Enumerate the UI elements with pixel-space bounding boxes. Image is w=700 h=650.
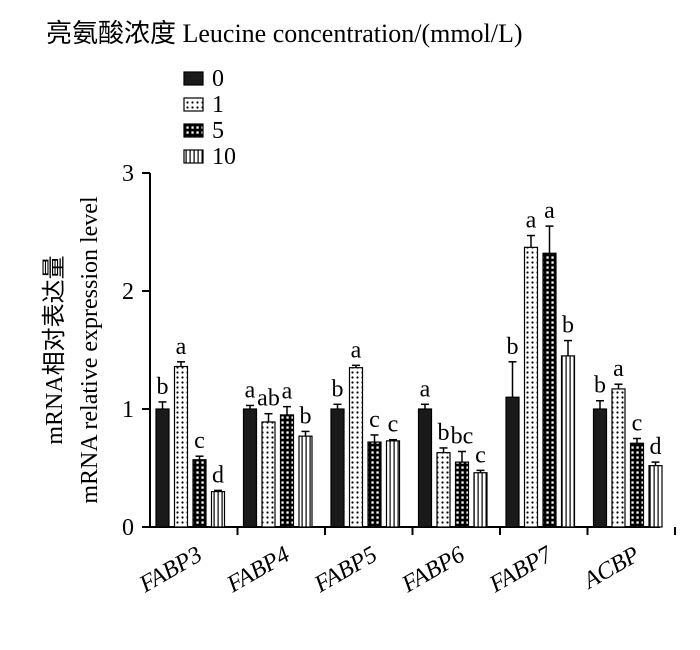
sig-letter-ACBP-5: c — [632, 411, 643, 437]
sig-letter-FABP3-10: d — [212, 462, 224, 488]
bar-ACBP-5 — [629, 442, 645, 528]
legend-swatch-0 — [183, 71, 204, 86]
bar-FABP6-0 — [417, 408, 433, 528]
bar-ACBP-0 — [592, 408, 608, 528]
bar-FABP6-1 — [436, 452, 451, 528]
y-axis-label-cn: mRNA相对表达量 — [41, 255, 68, 444]
sig-letter-FABP7-1: a — [526, 208, 537, 234]
axes: 0 1 2 3 FABP3 FABP4 FABP5 FABP6 FABP7 ACBP — [122, 161, 676, 599]
bar-FABP5-10 — [385, 440, 401, 528]
legend-label-10: 10 — [212, 144, 236, 170]
bar-FABP7-5 — [542, 252, 557, 528]
chart-title: 亮氨酸浓度 Leucine concentration/(mmol/L) — [46, 19, 523, 48]
y-tick-label-0: 0 — [122, 515, 134, 541]
sig-letter-ACBP-1: a — [613, 356, 624, 382]
sig-letter-FABP3-0: b — [157, 374, 169, 400]
sig-letter-FABP6-5: bc — [451, 423, 474, 449]
x-tick-label-FABP3: FABP3 — [134, 542, 206, 599]
legend-swatch-5 — [183, 123, 204, 138]
bar-FABP5-0 — [330, 408, 345, 528]
legend-label-5: 5 — [212, 118, 224, 144]
y-axis-label-en: mRNA relative expression level — [77, 196, 103, 504]
y-axis-label-en-group: mRNA relative expression level — [77, 196, 103, 504]
bar-FABP7-10 — [560, 355, 576, 528]
legend-swatch-1 — [183, 97, 204, 112]
bar-FABP7-0 — [505, 396, 520, 528]
sig-letter-FABP5-10: c — [388, 412, 399, 438]
bar-FABP3-10 — [210, 491, 226, 528]
sig-letter-ACBP-0: b — [594, 373, 606, 399]
bar-FABP5-1 — [348, 367, 364, 528]
bar-FABP3-1 — [173, 365, 189, 528]
y-tick-label-2: 2 — [122, 279, 134, 305]
bar-FABP4-0 — [242, 408, 258, 528]
bar-FABP4-1 — [261, 421, 276, 528]
sig-letter-FABP6-0: a — [420, 376, 431, 402]
bar-FABP6-10 — [473, 472, 488, 528]
x-tick-label-FABP6: FABP6 — [397, 542, 469, 599]
legend-swatch-10 — [183, 149, 204, 164]
sig-letter-FABP4-5: a — [282, 379, 293, 405]
x-tick-label-FABP5: FABP5 — [309, 542, 381, 599]
sig-letter-FABP6-1: b — [438, 420, 450, 446]
sig-letter-FABP4-1: ab — [257, 386, 280, 412]
x-tick-label-ACBP: ACBP — [578, 542, 645, 596]
sig-letter-FABP3-5: c — [194, 428, 205, 454]
sig-letter-FABP4-10: b — [300, 403, 312, 429]
bar-FABP7-1 — [523, 246, 539, 528]
sig-letter-FABP3-1: a — [176, 334, 187, 360]
bar-FABP3-0 — [155, 408, 170, 528]
x-tick-label-FABP7: FABP7 — [484, 541, 557, 598]
sig-letter-FABP5-5: c — [369, 407, 380, 433]
sig-letter-ACBP-10: d — [650, 434, 662, 460]
sig-letter-FABP7-0: b — [507, 334, 519, 360]
sig-letter-FABP5-1: a — [351, 337, 362, 363]
bar-ACBP-10 — [648, 465, 663, 528]
x-tick-label-FABP4: FABP4 — [222, 542, 294, 599]
bar-FABP3-5 — [192, 459, 207, 528]
sig-letter-FABP6-10: c — [475, 442, 486, 468]
bar-ACBP-1 — [611, 388, 626, 528]
bar-FABP6-5 — [454, 461, 470, 528]
bar-FABP4-10 — [298, 435, 313, 528]
legend-label-0: 0 — [212, 66, 224, 92]
bar-FABP4-5 — [279, 414, 295, 528]
sig-letter-FABP7-5: a — [544, 198, 555, 224]
sig-letter-FABP4-0: a — [245, 377, 256, 403]
y-tick-label-3: 3 — [122, 161, 134, 187]
bar-FABP5-5 — [367, 441, 382, 528]
y-axis-label-cn-group: mRNA相对表达量 — [41, 255, 68, 444]
sig-letter-FABP5-0: b — [332, 376, 344, 402]
sig-letter-FABP7-10: b — [562, 313, 574, 339]
legend-label-1: 1 — [212, 92, 224, 118]
y-tick-label-1: 1 — [122, 397, 134, 423]
